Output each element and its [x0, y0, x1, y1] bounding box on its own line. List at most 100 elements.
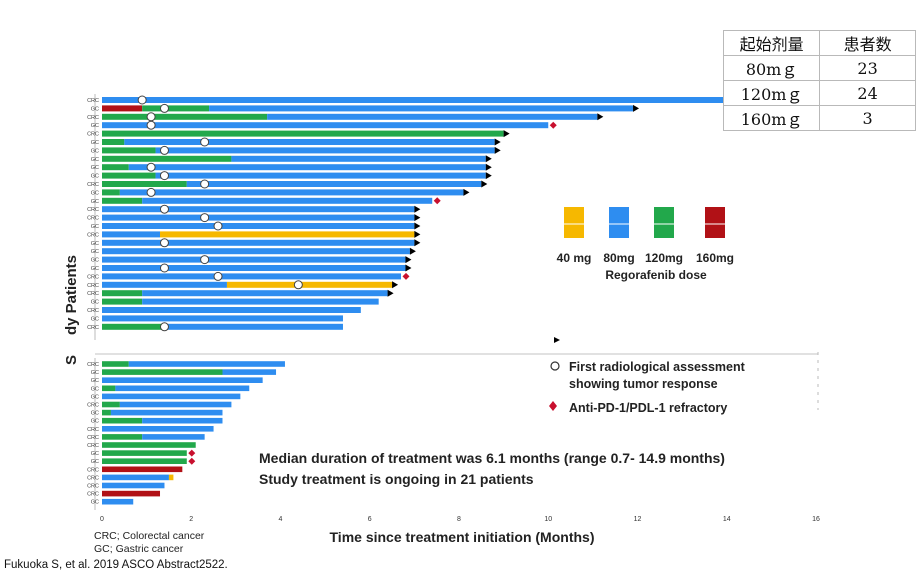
patient-type-label: GC — [91, 174, 99, 180]
response-circle-icon — [137, 95, 147, 105]
patient-type-label: CRC — [87, 115, 99, 121]
patient-bar: CRC — [87, 271, 410, 281]
abbreviation-crc: CRC; Colorectal cancer — [94, 530, 205, 542]
patient-bar: CRC — [87, 322, 343, 332]
patient-type-label: CRC — [87, 443, 99, 449]
patient-bar: CRC — [87, 434, 205, 441]
response-circle-icon — [159, 263, 169, 273]
dose-legend-swatch — [654, 207, 674, 238]
dose-segment — [102, 214, 415, 221]
dose-segment — [102, 377, 263, 383]
dose-segment — [102, 231, 161, 238]
patient-bar: GC — [91, 377, 263, 384]
patient-type-label: GC — [91, 123, 99, 129]
dose-segment — [102, 401, 120, 408]
dose-segment — [128, 361, 285, 367]
patient-type-label: GC — [91, 199, 99, 205]
citation: Fukuoka S, et al. 2019 ASCO Abstract2522… — [4, 559, 228, 571]
starting-dose-table: 起始剂量 患者数 80mｇ 23 120mｇ 24 160mｇ 3 — [722, 30, 916, 131]
dose-segment — [102, 458, 187, 464]
dose-segment — [155, 172, 486, 179]
response-circle-icon — [159, 103, 169, 113]
patient-type-label: CRC — [87, 467, 99, 473]
legend-response-circle-icon — [550, 361, 560, 371]
ongoing-arrow-icon — [494, 138, 501, 146]
patient-bar: CRC — [87, 466, 183, 473]
patient-type-label: GC — [91, 165, 99, 171]
pd1-refractory-icon — [188, 449, 196, 457]
dose-legend-label: 120mg — [645, 251, 683, 265]
patient-bar: GC — [91, 449, 196, 457]
dose-segment — [102, 442, 196, 448]
dose-segment — [102, 361, 129, 367]
patient-bar: GC — [91, 197, 441, 205]
table-cell-count: 23 — [819, 55, 916, 81]
response-circle-icon — [159, 145, 169, 155]
dose-segment — [160, 231, 415, 238]
patient-type-label: GC — [91, 190, 99, 196]
dose-legend-swatch — [705, 207, 725, 238]
ongoing-arrow-icon — [597, 113, 604, 121]
dose-segment — [102, 122, 549, 129]
ongoing-arrow-icon — [463, 188, 470, 196]
patient-bar: GC — [91, 298, 379, 306]
ongoing-arrow-icon — [414, 222, 421, 230]
patient-type-label: CRC — [87, 403, 99, 409]
dose-segment — [142, 417, 223, 424]
patient-bar: CRC — [87, 130, 510, 138]
patient-bar: GC — [91, 369, 277, 376]
dose-segment — [102, 426, 214, 432]
patient-type-label: CRC — [87, 362, 99, 368]
dose-segment — [102, 474, 169, 481]
patient-type-label: CRC — [87, 283, 99, 289]
dose-segment — [102, 189, 120, 196]
dose-segment — [119, 189, 464, 196]
patient-bar: CRC — [87, 289, 394, 297]
patient-bar: GC — [91, 187, 470, 197]
dose-segment — [102, 482, 165, 489]
dose-segment — [102, 273, 401, 280]
patient-type-label: GC — [91, 148, 99, 154]
patient-bar: CRC — [87, 204, 421, 214]
response-circle-icon — [213, 221, 223, 231]
dose-segment — [102, 417, 143, 424]
x-tick-label: 14 — [723, 516, 731, 523]
x-axis-title: Time since treatment initiation (Months) — [330, 529, 595, 545]
patient-bar: CRC — [87, 426, 214, 433]
dose-segment — [102, 172, 156, 179]
patient-type-label: GC — [91, 258, 99, 264]
dose-segment — [102, 113, 268, 120]
patient-bar: GC — [91, 247, 416, 255]
dose-segment — [102, 450, 187, 456]
patient-bar: CRC — [87, 361, 285, 368]
dose-segment — [102, 147, 156, 154]
patient-bar: CRC — [87, 179, 488, 189]
patient-bar: GC — [91, 120, 557, 130]
dose-segment — [267, 113, 598, 120]
dose-segment — [102, 307, 361, 313]
patient-bar: CRC — [87, 474, 174, 481]
patient-bar: GC — [91, 315, 343, 322]
dose-segment — [142, 434, 205, 440]
dose-segment — [102, 223, 415, 229]
patient-type-label: CRC — [87, 325, 99, 331]
dose-segment — [102, 323, 165, 330]
ongoing-arrow-icon — [409, 247, 416, 255]
patient-type-label: GC — [91, 224, 99, 230]
dose-segment — [142, 290, 388, 297]
patient-type-label: GC — [91, 500, 99, 506]
patient-type-label: CRC — [87, 492, 99, 498]
dose-segment — [115, 385, 250, 392]
response-circle-icon — [200, 255, 210, 265]
patient-type-label: CRC — [87, 232, 99, 238]
table-row: 120mｇ 24 — [722, 80, 916, 106]
patient-bar: GC — [91, 255, 412, 265]
patient-type-label: GC — [91, 106, 99, 112]
patient-bar: GC — [91, 417, 223, 425]
dose-legend-swatch — [609, 207, 629, 238]
dose-segment — [231, 155, 486, 162]
patient-bar: CRC — [87, 230, 421, 238]
ongoing-arrow-icon — [405, 256, 412, 264]
ongoing-arrow-icon — [503, 130, 510, 138]
